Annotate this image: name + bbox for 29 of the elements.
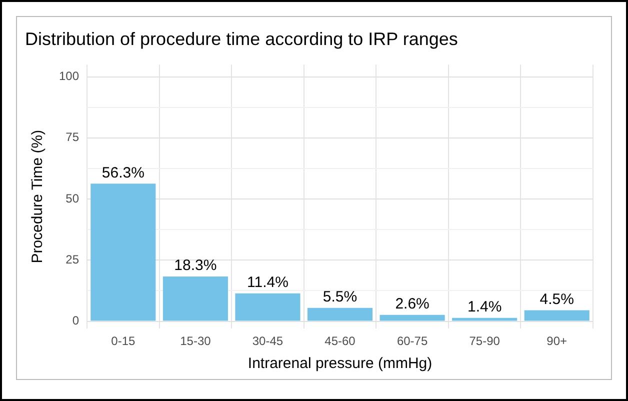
data-label: 56.3% <box>102 164 144 182</box>
bar <box>524 310 590 321</box>
y-tick-label: 100 <box>58 69 80 84</box>
x-tick-label: 90+ <box>546 334 568 348</box>
data-label: 4.5% <box>540 290 574 308</box>
x-tick-label: 45-60 <box>324 334 356 348</box>
x-tick-label: 60-75 <box>396 334 428 348</box>
x-axis-title: Intrarenal pressure (mmHg) <box>248 355 432 372</box>
bar <box>307 308 373 321</box>
x-tick-label: 75-90 <box>469 334 500 348</box>
data-label: 1.4% <box>467 298 502 316</box>
bar <box>162 276 228 321</box>
bar <box>452 318 518 321</box>
data-label: 2.6% <box>395 296 430 313</box>
chart-title: Distribution of procedure time according to IRP ranges <box>25 28 458 49</box>
bar <box>380 314 445 321</box>
y-tick-label: 0 <box>72 314 80 328</box>
data-label: 5.5% <box>322 288 358 306</box>
data-label: 11.4% <box>247 274 288 292</box>
x-tick-label: 15-30 <box>180 334 212 348</box>
y-tick-label: 50 <box>66 191 80 206</box>
y-tick-label: 75 <box>66 130 80 144</box>
y-tick-label: 25 <box>66 252 80 266</box>
bar <box>235 293 300 321</box>
data-label: 18.3% <box>174 257 217 274</box>
bar <box>90 184 156 321</box>
x-tick-label: 30-45 <box>252 334 284 348</box>
x-tick-label: 0-15 <box>111 334 136 348</box>
y-axis-title: Procedure Time (%) <box>29 130 46 264</box>
